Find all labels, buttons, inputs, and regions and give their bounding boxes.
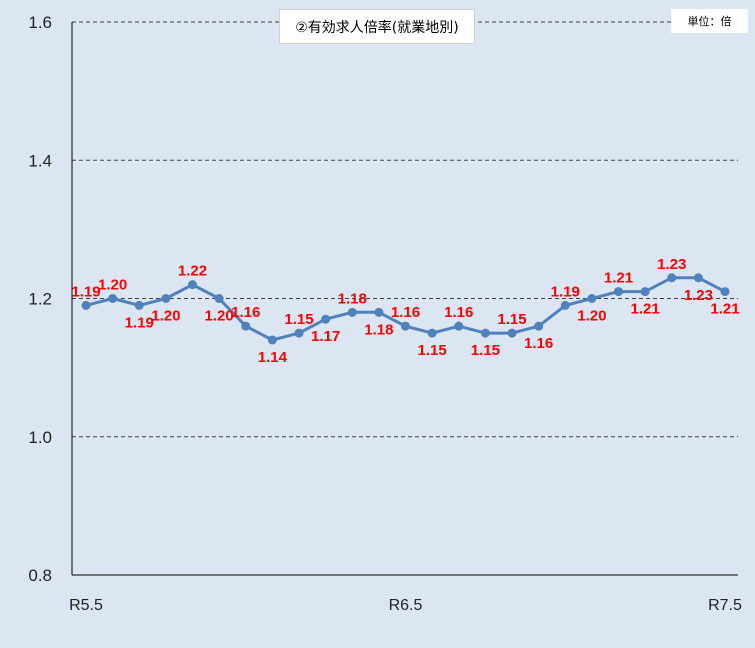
y-tick-label: 1.2 (28, 290, 52, 309)
data-label: 1.18 (338, 290, 367, 307)
data-label: 1.22 (178, 263, 207, 280)
y-tick-label: 1.4 (28, 151, 52, 170)
data-label: 1.20 (205, 308, 234, 325)
data-label: 1.21 (631, 301, 660, 318)
data-point (401, 321, 410, 331)
data-point (241, 321, 251, 331)
data-point (667, 273, 677, 283)
unit-label: 単位：倍 (671, 9, 748, 33)
data-point (507, 328, 517, 338)
data-point (534, 321, 544, 331)
data-point (614, 287, 623, 297)
data-point (161, 294, 171, 303)
data-label: 1.15 (471, 342, 500, 359)
data-point (347, 307, 357, 317)
data-label: 1.21 (710, 301, 739, 318)
data-label: 1.20 (98, 277, 127, 294)
x-tick-label: R7.5 (708, 597, 742, 614)
data-label: 1.17 (311, 328, 340, 345)
data-point (720, 287, 730, 297)
data-point (560, 300, 570, 310)
data-label: 1.14 (258, 349, 288, 366)
data-label: 1.16 (231, 304, 260, 321)
data-label: 1.16 (444, 304, 473, 321)
data-label: 1.19 (551, 283, 580, 300)
data-point (587, 294, 597, 303)
x-tick-label: R5.5 (69, 597, 103, 614)
data-point (427, 328, 437, 338)
data-label: 1.15 (418, 342, 447, 359)
y-tick-label: 1.6 (28, 13, 52, 32)
data-point (454, 321, 464, 331)
data-point (480, 328, 490, 338)
data-label: 1.23 (684, 287, 713, 304)
data-label: 1.19 (71, 283, 100, 300)
y-tick-label: 1.0 (28, 428, 52, 447)
data-label: 1.19 (125, 314, 154, 331)
data-label: 1.21 (604, 270, 633, 287)
data-point (693, 273, 703, 283)
data-point (374, 307, 384, 317)
y-tick-label: 0.8 (28, 566, 52, 585)
data-point (321, 314, 331, 324)
data-point (108, 294, 118, 303)
data-label: 1.16 (524, 335, 553, 352)
data-point (294, 328, 304, 338)
data-point (640, 287, 650, 297)
data-label: 1.15 (497, 311, 526, 328)
data-point (214, 294, 224, 303)
data-label: 1.16 (391, 304, 420, 321)
data-point (267, 335, 277, 345)
data-point (134, 300, 144, 310)
data-label: 1.15 (284, 311, 313, 328)
data-label: 1.20 (151, 308, 180, 325)
chart-title: ②有効求人倍率(就業地別) (279, 9, 475, 44)
data-point (188, 280, 197, 290)
data-label: 1.18 (364, 321, 393, 338)
data-label: 1.20 (577, 308, 606, 325)
data-point (81, 300, 91, 310)
x-tick-label: R6.5 (389, 597, 423, 614)
data-label: 1.23 (657, 256, 686, 273)
